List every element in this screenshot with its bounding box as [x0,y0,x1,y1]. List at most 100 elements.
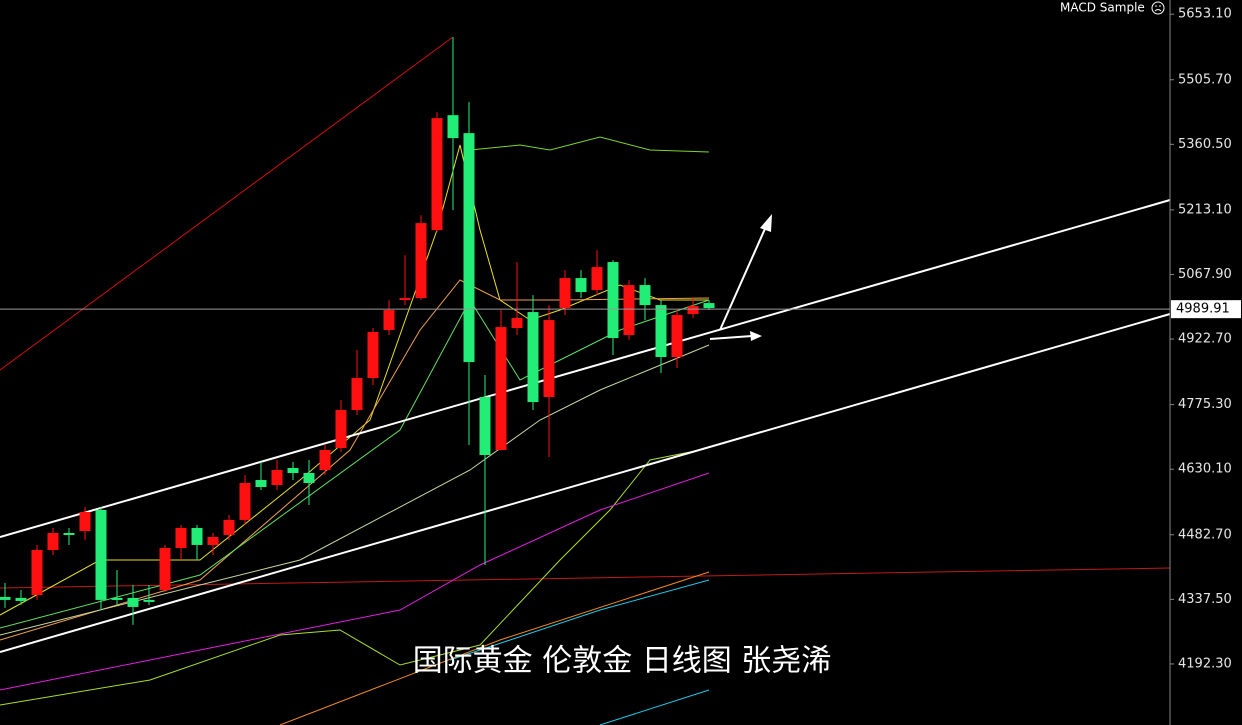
candle-body [527,312,539,403]
candle [591,250,603,296]
candle [127,584,139,625]
candle-body [111,597,123,600]
candle [543,305,555,458]
candle [351,350,363,416]
y-tick-label: 5213.10 [1178,202,1232,217]
candle-body [255,480,267,487]
candle-body [495,327,507,450]
candle-body [47,532,59,550]
candle-body [639,285,651,306]
arrow-head [760,214,772,232]
candle [687,298,699,319]
candle-body [335,410,347,448]
candle-body [367,332,379,379]
candle-body [271,470,283,485]
candle-body [415,223,427,299]
candle-body [399,298,411,301]
candle-body [95,509,107,600]
face-icon [1151,1,1165,15]
candle-body [479,397,491,456]
candle [639,278,651,321]
candle-body [575,278,587,293]
candle [447,37,459,211]
candle-body [79,511,91,531]
candle [623,280,635,341]
y-tick-label: 4482.70 [1178,527,1232,542]
candle [111,569,123,605]
y-tick-label: 4775.30 [1178,397,1232,412]
candle-body [303,472,315,483]
ma-mid [0,279,710,641]
candle [223,514,235,540]
candle [607,260,619,356]
candle-body [447,115,459,139]
candle [191,524,203,560]
candle [47,527,59,555]
candle [0,582,11,608]
candle [63,527,75,545]
candle-body [511,318,523,329]
candle-body [159,547,171,590]
candle [255,461,267,490]
candle-body [175,527,187,548]
y-tick-label: 4922.70 [1178,332,1232,347]
candle-body [15,597,27,601]
candle [575,270,587,299]
candle [31,544,43,600]
candle [79,506,91,540]
watermark: 国际黄金 伦敦金 日线图 张尧浠 [413,644,832,679]
candle [703,300,715,311]
candle [559,270,571,316]
candle-body [207,536,219,545]
band-lower [0,449,701,706]
candle-body [191,527,203,545]
candle [175,524,187,560]
candle-body [607,262,619,339]
candle-body [623,285,635,336]
candle [15,589,27,605]
y-tick-label: 4630.10 [1178,462,1232,477]
ma-slow [279,571,710,725]
candle-body [31,549,43,595]
ma-cyan2 [599,689,710,725]
y-tick-label: 5505.70 [1178,72,1232,87]
candle-body [63,532,75,535]
candle [655,300,667,374]
candle [319,445,331,475]
candle-body [655,305,667,358]
candle [95,506,107,610]
y-tick-label: 4337.50 [1178,592,1232,607]
trendline [0,313,1171,653]
indicator-name: MACD Sample [1060,1,1145,15]
zigzag [0,36,454,371]
y-tick-label: 5360.50 [1178,137,1232,152]
last-price-label: 4989.91 [1176,302,1230,317]
candle-body [463,133,475,363]
y-tick-label: 5653.10 [1178,7,1232,22]
candle [143,584,155,605]
candle [495,310,507,450]
candle-body [687,306,699,315]
y-tick-label: 5067.90 [1178,267,1232,282]
candle-body [127,597,139,607]
candle [271,459,283,490]
ma-cyan [449,579,710,661]
candle [207,532,219,555]
candle-body [319,449,331,471]
candle [383,300,395,336]
candle-body [351,378,363,411]
candle [335,399,347,452]
candle [239,474,251,525]
candle-body [239,482,251,520]
candle [527,295,539,411]
candle-body [543,320,555,398]
trendline [0,199,1171,538]
candle [415,215,427,301]
candle [431,112,443,233]
candle-body [591,267,603,291]
candle-body [671,315,683,358]
candle [287,461,299,481]
candle-body [559,278,571,309]
